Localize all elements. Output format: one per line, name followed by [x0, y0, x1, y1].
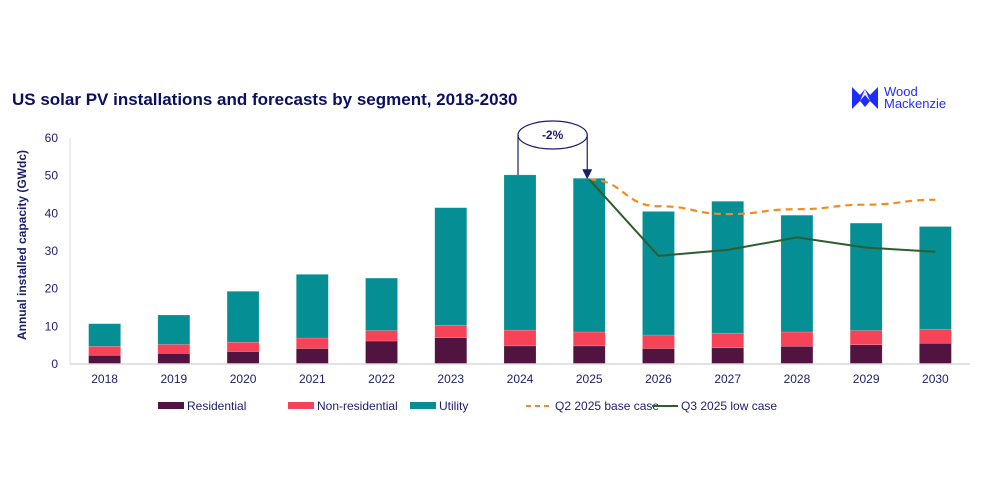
bar-utility-2030 [919, 226, 952, 330]
x-tick-label: 2018 [91, 372, 118, 386]
bar-residential-2022 [365, 340, 398, 365]
bar-residential-2019 [157, 353, 191, 365]
legend: Residential Non-residential Utility Q2 2025… [158, 399, 777, 413]
bars [88, 174, 952, 365]
y-axis-label: Annual installed capacity (GWdc) [15, 150, 29, 340]
legend-label-base_case: Q2 2025 base case [555, 399, 659, 413]
bar-utility-2029 [849, 222, 883, 331]
x-tick-label: 2019 [160, 372, 187, 386]
bar-residential-2028 [780, 346, 814, 365]
bar-utility-2028 [780, 214, 814, 333]
y-tick-label: 0 [51, 357, 58, 371]
wood-mackenzie-logo: Wood Mackenzie [852, 84, 947, 111]
legend-label-utility: Utility [439, 399, 468, 413]
bar-non_residential-2025 [572, 331, 606, 347]
annotation: -2% [517, 120, 593, 180]
bar-residential-2029 [849, 344, 883, 365]
bar-non_residential-2023 [434, 324, 468, 338]
bar-residential-2018 [88, 355, 121, 365]
x-tick-label: 2027 [714, 372, 741, 386]
y-tick-label: 20 [45, 282, 59, 296]
bar-residential-2024 [503, 345, 537, 365]
y-tick-label: 30 [45, 244, 59, 258]
annotation-label: -2% [542, 128, 564, 142]
bar-non_residential-2024 [503, 329, 537, 347]
bar-utility-2019 [157, 314, 191, 345]
bar-non_residential-2030 [919, 329, 952, 344]
x-tick-label: 2029 [853, 372, 880, 386]
legend-swatch-residential [158, 402, 184, 409]
bar-utility-2018 [88, 323, 121, 347]
legend-swatch-utility [410, 402, 436, 409]
bar-non_residential-2018 [88, 346, 121, 356]
x-tick-label: 2024 [507, 372, 534, 386]
x-tick-label: 2030 [922, 372, 949, 386]
bar-utility-2024 [503, 174, 537, 331]
bar-residential-2027 [711, 347, 744, 365]
bar-non_residential-2022 [365, 330, 398, 342]
bar-non_residential-2020 [226, 341, 260, 352]
bar-non_residential-2027 [711, 332, 744, 349]
legend-label-non_residential: Non-residential [317, 399, 398, 413]
bar-utility-2027 [711, 201, 744, 334]
logo-line-2: Mackenzie [884, 96, 947, 111]
chart-title: US solar PV installations and forecasts … [12, 90, 518, 109]
legend-label-residential: Residential [187, 399, 246, 413]
logo-line-1: Wood [884, 84, 918, 99]
legend-swatch-non_residential [288, 402, 314, 409]
line-low_case [588, 178, 936, 257]
line-base_case [589, 178, 936, 216]
annotation-arrowhead-icon [582, 169, 593, 180]
bar-residential-2023 [434, 337, 468, 365]
bar-non_residential-2028 [780, 331, 814, 347]
x-tick-label: 2025 [576, 372, 603, 386]
x-tick-label: 2026 [645, 372, 672, 386]
x-tick-label: 2023 [437, 372, 464, 386]
bar-residential-2026 [642, 348, 675, 365]
bar-residential-2020 [226, 351, 260, 365]
bar-residential-2025 [572, 345, 606, 365]
y-tick-label: 40 [45, 206, 59, 220]
wood-mackenzie-logo-icon [852, 87, 878, 109]
bar-non_residential-2019 [157, 344, 191, 354]
x-tick-label: 2021 [299, 372, 326, 386]
x-tick-label: 2020 [230, 372, 257, 386]
forecast-lines [588, 178, 936, 257]
y-tick-label: 60 [45, 131, 59, 145]
bar-residential-2021 [296, 348, 329, 365]
y-tick-label: 50 [45, 169, 59, 183]
y-axis: 0 10 20 30 40 50 60 [45, 131, 71, 371]
bar-utility-2026 [642, 211, 675, 336]
bar-non_residential-2021 [296, 337, 329, 349]
bar-non_residential-2026 [642, 334, 675, 349]
bar-utility-2021 [296, 274, 329, 339]
bar-utility-2025 [572, 178, 606, 333]
bar-residential-2030 [919, 343, 952, 365]
x-tick-label: 2022 [368, 372, 395, 386]
bar-utility-2023 [434, 207, 468, 326]
y-tick-label: 10 [45, 319, 59, 333]
legend-label-low_case: Q3 2025 low case [681, 399, 777, 413]
bar-utility-2022 [365, 277, 398, 331]
bar-utility-2020 [226, 291, 260, 343]
x-tick-label: 2028 [784, 372, 811, 386]
x-axis: 2018 2019 2020 2021 2022 2023 2024 2025 2026 2027… [70, 363, 970, 386]
bar-non_residential-2029 [849, 330, 883, 346]
